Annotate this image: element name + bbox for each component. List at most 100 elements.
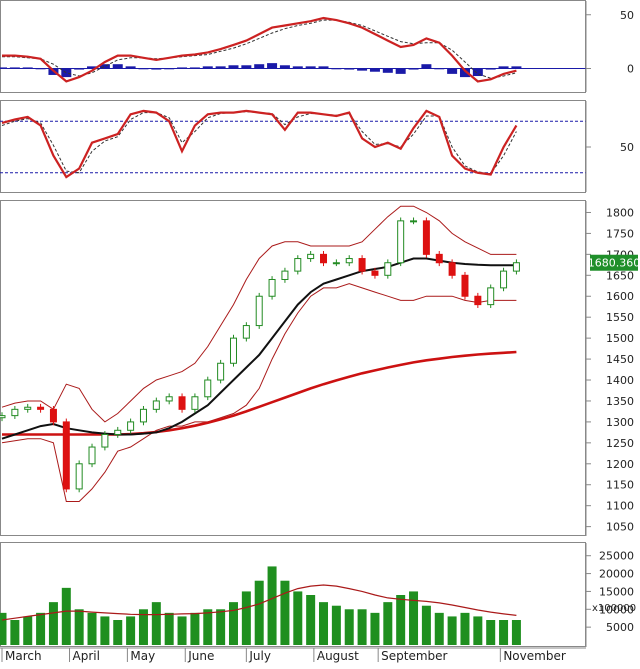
macd-histogram-bar	[279, 65, 290, 69]
volume-y-tick-label: 20000	[599, 568, 634, 581]
x-axis-month-label: July	[248, 649, 271, 663]
candle-body	[500, 270, 508, 289]
volume-bar	[216, 609, 226, 645]
volume-y-tick-label: 15000	[599, 585, 634, 598]
candle-body	[384, 262, 392, 276]
macd-histogram-bar	[254, 64, 265, 69]
volume-bar	[48, 602, 58, 645]
volume-bar	[254, 580, 264, 645]
x-axis-month-label: March	[5, 649, 42, 663]
candle-body	[255, 295, 263, 327]
volume-bar	[0, 612, 7, 645]
volume-unit-label: x100000	[592, 603, 636, 614]
candle-body	[24, 406, 32, 410]
macd-histogram-bar	[112, 64, 123, 69]
price-panel: 1800175017001650160015501500145014001350…	[0, 201, 640, 536]
candle-body	[127, 421, 135, 431]
macd-histogram-bar	[498, 66, 509, 69]
price-y-tick-label: 1300	[606, 416, 634, 429]
volume-bar	[23, 616, 33, 645]
volume-bar	[126, 616, 136, 645]
volume-bar	[370, 612, 380, 645]
volume-y-tick-label: 10000	[599, 603, 634, 616]
last-price-badge	[590, 254, 638, 271]
short-moving-average	[1, 257, 517, 440]
candle-body	[49, 408, 57, 423]
volume-bar	[138, 609, 148, 645]
volume-bar	[344, 609, 354, 645]
x-axis: March April May June July August September Nove…	[1, 648, 566, 663]
candle-body	[358, 258, 366, 272]
candle-body	[461, 274, 469, 297]
volume-bar	[190, 612, 200, 645]
x-axis-month-label: August	[317, 649, 359, 663]
stochastic-panel: 50	[0, 101, 634, 192]
price-y-tick-label: 1250	[606, 437, 634, 450]
volume-bar	[396, 595, 406, 645]
volume-bar	[267, 566, 277, 645]
volume-bar	[409, 591, 419, 645]
candle-body	[178, 396, 186, 410]
price-y-tick-label: 1500	[606, 332, 634, 345]
candle-body	[371, 270, 379, 276]
candle-body	[62, 421, 70, 490]
candle-body	[11, 408, 19, 417]
volume-y-tick-label: 5000	[606, 621, 634, 634]
price-y-tick-label: 1150	[606, 479, 634, 492]
macd-y-tick-label: 50	[620, 9, 634, 22]
macd-panel: 50 0	[0, 1, 634, 92]
volume-bar	[460, 612, 470, 645]
volume-bar	[306, 595, 316, 645]
volume-y-tick-label: 25000	[599, 550, 634, 563]
volume-bar	[293, 591, 303, 645]
macd-histogram-bar	[472, 68, 483, 77]
macd-histogram-bar	[22, 67, 33, 69]
candle-body	[75, 463, 83, 490]
macd-histogram-bar	[215, 66, 226, 69]
price-y-tick-label: 1600	[606, 290, 634, 303]
candle-body	[332, 262, 340, 265]
macd-histogram-bar	[485, 68, 496, 70]
volume-bar	[447, 616, 457, 645]
candle-body	[139, 408, 147, 423]
price-y-tick-label: 1400	[606, 374, 634, 387]
stochastic-y-tick-label: 50	[620, 141, 634, 154]
macd-histogram-bar	[138, 68, 149, 70]
macd-histogram-bar	[74, 68, 85, 70]
candle-body	[229, 337, 237, 364]
x-axis-month-label: April	[73, 649, 100, 663]
candle-body	[512, 262, 520, 272]
x-axis-month-label: June	[187, 649, 214, 663]
candle-body	[320, 253, 328, 264]
macd-histogram-bar	[267, 63, 278, 69]
volume-bar	[151, 602, 161, 645]
volume-bar	[203, 609, 213, 645]
macd-histogram-bar	[99, 64, 110, 69]
macd-y-tick-label: 0	[627, 63, 634, 76]
macd-histogram-bar	[61, 68, 72, 78]
macd-histogram-bar	[87, 66, 98, 69]
price-y-tick-label: 1450	[606, 353, 634, 366]
volume-bar	[228, 602, 238, 645]
volume-bar	[331, 605, 341, 645]
candle-body	[88, 446, 96, 465]
macd-histogram-bar	[177, 67, 188, 69]
candle-body	[37, 406, 45, 410]
volume-bar	[511, 620, 521, 645]
candle-body	[0, 415, 6, 419]
macd-histogram-bar	[202, 66, 213, 69]
candle-body	[191, 396, 199, 410]
macd-histogram-bar	[35, 68, 46, 70]
candle-body	[294, 258, 302, 272]
candle-body	[307, 253, 315, 260]
volume-bar	[74, 609, 84, 645]
candle-body	[217, 362, 225, 381]
macd-histogram-bar	[421, 64, 432, 69]
volume-bar	[319, 602, 329, 645]
macd-histogram-bar	[459, 68, 470, 78]
volume-bar	[383, 602, 393, 645]
macd-histogram-bar	[9, 67, 20, 69]
candle-body	[268, 278, 276, 297]
